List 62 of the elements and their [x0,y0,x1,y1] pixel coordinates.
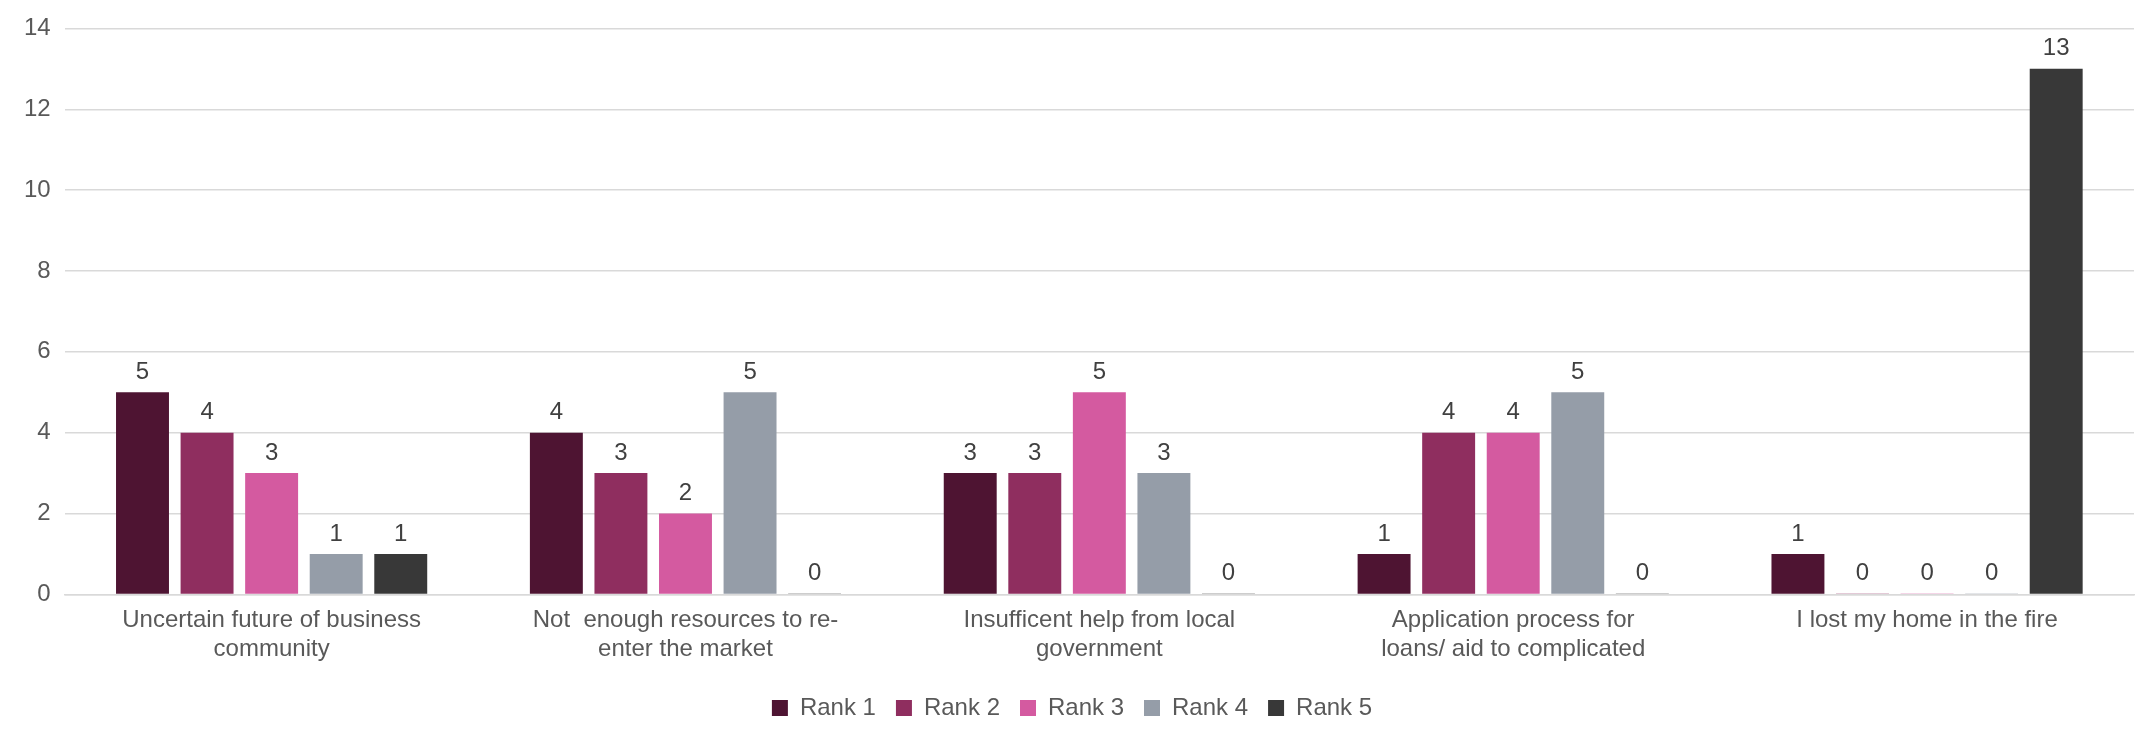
data-label: 1 [394,518,408,546]
data-label: 3 [1157,437,1171,465]
data-label: 1 [1791,518,1805,546]
data-label: 0 [807,558,822,586]
bar [1072,392,1126,594]
bar [1137,473,1191,594]
data-label: 3 [264,437,279,465]
data-label: 0 [1984,558,1999,586]
bar [245,473,299,594]
y-tick-label: 12 [23,93,51,121]
bar [1357,553,1411,594]
bar [723,392,777,594]
bar [594,473,648,594]
data-label: 4 [1506,397,1520,425]
bar [659,513,712,594]
bar [943,473,997,594]
data-label: 3 [1028,437,1042,465]
legend-label: Rank 5 [1296,692,1373,720]
bar [1551,392,1605,594]
x-tick-label: Uncertain future of business community [122,605,422,662]
data-label: 5 [743,356,757,384]
bar [309,553,363,594]
bar [1486,432,1540,594]
legend-label: Rank 4 [1172,692,1249,720]
bar [2029,68,2083,594]
bar [1422,432,1476,594]
data-label: 3 [963,437,977,465]
data-label: 5 [135,356,150,384]
data-label: 3 [614,437,628,465]
legend-label: Rank 1 [799,692,876,720]
data-label: 5 [1571,356,1585,384]
x-tick-label: Application process for loans/ aid to complicated [1381,605,1646,662]
x-tick-label: Not enough resources to re-enter the market [532,605,839,662]
y-tick-label: 2 [37,498,51,526]
bar [116,392,169,594]
y-tick-label: 6 [37,336,51,364]
legend-label: Rank 3 [1047,692,1125,720]
y-tick-label: 14 [23,13,51,41]
y-tick-label: 4 [37,417,51,445]
y-tick-label: 10 [23,174,51,202]
bar [1008,473,1062,594]
x-tick-label: I lost my home in the fire [1796,605,2058,633]
data-label: 5 [1092,356,1107,384]
data-label: 0 [1920,558,1934,586]
data-label: 1 [329,518,343,546]
bar [1771,553,1825,594]
data-label: 1 [1377,518,1391,546]
bar [180,432,234,594]
data-label: 4 [1441,397,1456,425]
legend-label: Rank 2 [923,692,1000,720]
bar [374,553,428,594]
x-tick-label: Insufficent help from local government [963,605,1236,662]
data-label: 0 [1221,558,1236,586]
data-label: 0 [1635,558,1650,586]
data-label: 4 [549,397,564,425]
data-label: 13 [2042,33,2070,61]
data-label: 0 [1855,558,1870,586]
bar [529,432,583,594]
data-label: 4 [200,397,214,425]
y-tick-label: 8 [37,255,51,283]
data-label: 2 [678,478,693,506]
y-tick-label: 0 [37,579,51,607]
